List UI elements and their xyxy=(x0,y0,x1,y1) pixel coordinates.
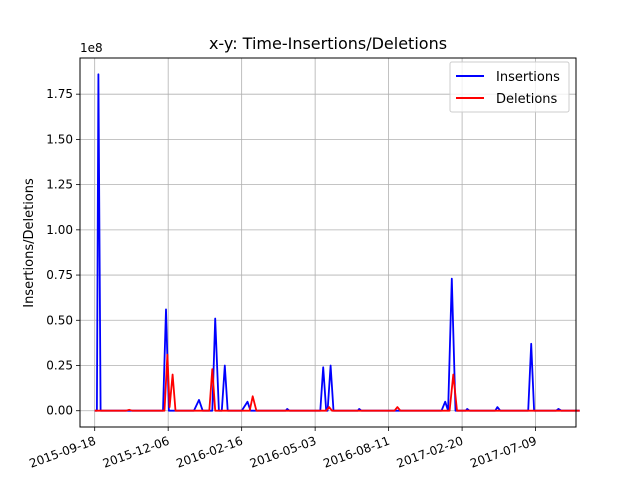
chart-title: x-y: Time-Insertions/Deletions xyxy=(209,34,447,53)
legend-label-insertions: Insertions xyxy=(496,70,560,85)
y-tick-label: 0.25 xyxy=(46,359,73,373)
y-tick-label: 0.75 xyxy=(46,268,73,282)
y-tick-label: 1.00 xyxy=(46,223,73,237)
y-axis-label: Insertions/Deletions xyxy=(22,178,37,308)
legend-label-deletions: Deletions xyxy=(496,92,558,107)
plot-lines xyxy=(94,73,580,412)
y-tick-label: 1.50 xyxy=(46,132,73,146)
y-axis-multiplier: 1e8 xyxy=(80,41,103,55)
y-tick-label: 1.25 xyxy=(46,178,73,192)
y-tick-label: 0.50 xyxy=(46,313,73,327)
series-line-deletions xyxy=(94,353,580,412)
grid xyxy=(80,58,576,427)
y-axis: 0.00 0.25 0.50 0.75 1.00 1.25 1.50 1.75 xyxy=(46,87,80,418)
legend: Insertions Deletions xyxy=(449,61,570,113)
y-tick-label: 1.75 xyxy=(46,87,73,101)
y-tick-label: 0.00 xyxy=(46,404,73,418)
legend-box xyxy=(449,61,570,113)
plot-frame xyxy=(79,57,577,428)
